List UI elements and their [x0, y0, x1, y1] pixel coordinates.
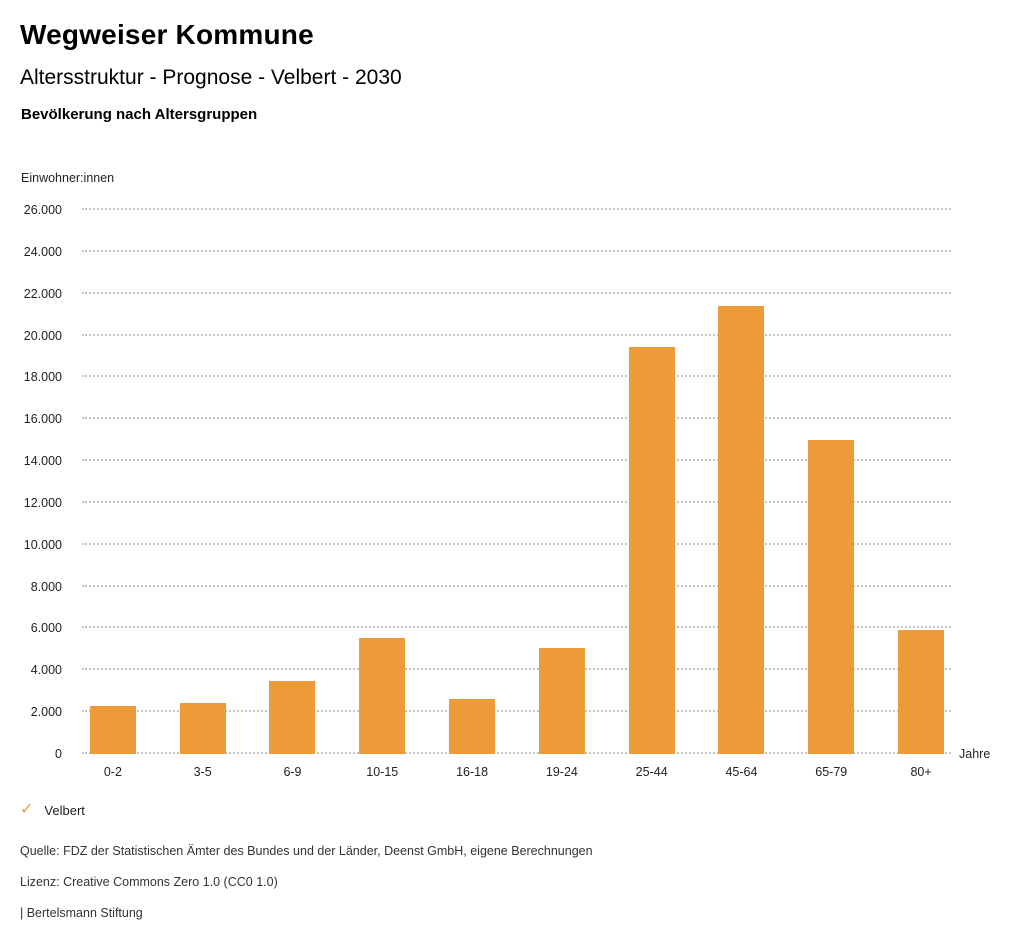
gridline: [82, 291, 951, 294]
y-tick-label: 16.000: [23, 412, 62, 427]
x-tick-label: 25-44: [635, 765, 668, 779]
bar-65-79[interactable]: [808, 440, 855, 754]
bar-column-0-2: 0-2: [68, 210, 158, 779]
legend-label: Velbert: [44, 802, 85, 818]
page-title: Wegweiser Kommune: [20, 19, 314, 50]
bar-column-10-15: 10-15: [337, 210, 427, 779]
x-tick-label: 3-5: [193, 765, 212, 779]
bar-6-9[interactable]: [269, 680, 316, 754]
bar-10-15[interactable]: [359, 637, 406, 754]
gridline: [82, 710, 951, 713]
y-tick-label: 10.000: [23, 537, 62, 552]
gridline: [82, 752, 951, 754]
x-tick-label: 6-9: [283, 765, 302, 779]
source-text: Quelle: FDZ der Statistischen Ämter des …: [20, 844, 593, 858]
gridline: [82, 375, 951, 378]
gridline: [82, 249, 951, 252]
gridline: [82, 333, 951, 336]
y-tick-label: 0: [55, 747, 62, 761]
x-tick-label: 80+: [910, 765, 932, 779]
y-tick-label: 24.000: [23, 244, 62, 259]
attribution-text: | Bertelsmann Stiftung: [20, 906, 143, 920]
legend-item-velbert[interactable]: ✓ Velbert: [20, 802, 85, 818]
check-icon: ✓: [20, 801, 34, 818]
gridline: [82, 542, 951, 545]
bar-column-3-5: 3-5: [158, 210, 248, 779]
bar-80+[interactable]: [898, 629, 945, 754]
y-tick-label: 8.000: [30, 579, 62, 594]
bar-45-64[interactable]: [718, 306, 765, 754]
y-axis-unit-label: Einwohner:innen: [21, 171, 115, 185]
x-tick-label: 19-24: [545, 765, 578, 779]
gridline: [82, 208, 951, 210]
y-tick-label: 22.000: [23, 286, 62, 301]
x-tick-label: 45-64: [725, 765, 758, 779]
bars-layer: 0-2 3-5 6-9 10-15 16-18 19-24 25-44 45-64 65-79 8…: [68, 210, 966, 779]
bar-column-16-18: 16-18: [427, 210, 517, 779]
gridline: [82, 417, 951, 420]
y-tick-label: 12.000: [23, 495, 62, 510]
gridline: [82, 584, 951, 587]
y-tick-label: 2.000: [30, 705, 62, 720]
y-tick-label: 4.000: [30, 663, 62, 678]
y-tick-label: 26.000: [23, 203, 62, 217]
bar-3-5[interactable]: [179, 702, 226, 754]
chart-subtitle: Altersstruktur - Prognose - Velbert - 20…: [20, 66, 402, 89]
gridline: [82, 626, 951, 629]
bar-19-24[interactable]: [538, 648, 585, 754]
y-tick-label: 6.000: [30, 621, 62, 636]
chart-heading: Bevölkerung nach Altersgruppen: [21, 106, 258, 123]
x-tick-label: 16-18: [456, 765, 489, 779]
gridline: [82, 459, 951, 462]
x-tick-label: 10-15: [366, 765, 399, 779]
bar-16-18[interactable]: [449, 698, 496, 754]
y-tick-label: 20.000: [23, 328, 62, 343]
y-tick-label: 18.000: [23, 370, 62, 385]
bar-column-19-24: 19-24: [517, 210, 607, 779]
plot-area: 0 2.000 4.000 6.000 8.000 10.000 12.000 14.000 1…: [24, 203, 991, 779]
bar-column-6-9: 6-9: [248, 210, 338, 779]
bar-column-65-79: 65-79: [786, 210, 876, 779]
license-text: Lizenz: Creative Commons Zero 1.0 (CC0 1…: [20, 875, 278, 889]
gridline: [82, 500, 951, 503]
bar-25-44[interactable]: [628, 347, 675, 754]
bar-0-2[interactable]: [89, 705, 136, 754]
bar-column-25-44: 25-44: [607, 210, 697, 779]
x-tick-label: 65-79: [815, 765, 848, 779]
gridline: [82, 668, 951, 671]
bar-column-80+: 80+: [876, 210, 966, 779]
x-tick-label: 0-2: [103, 765, 122, 779]
bar-column-45-64: 45-64: [697, 210, 787, 779]
x-axis-unit-label: Jahre: [959, 747, 991, 761]
y-tick-label: 14.000: [23, 454, 62, 469]
